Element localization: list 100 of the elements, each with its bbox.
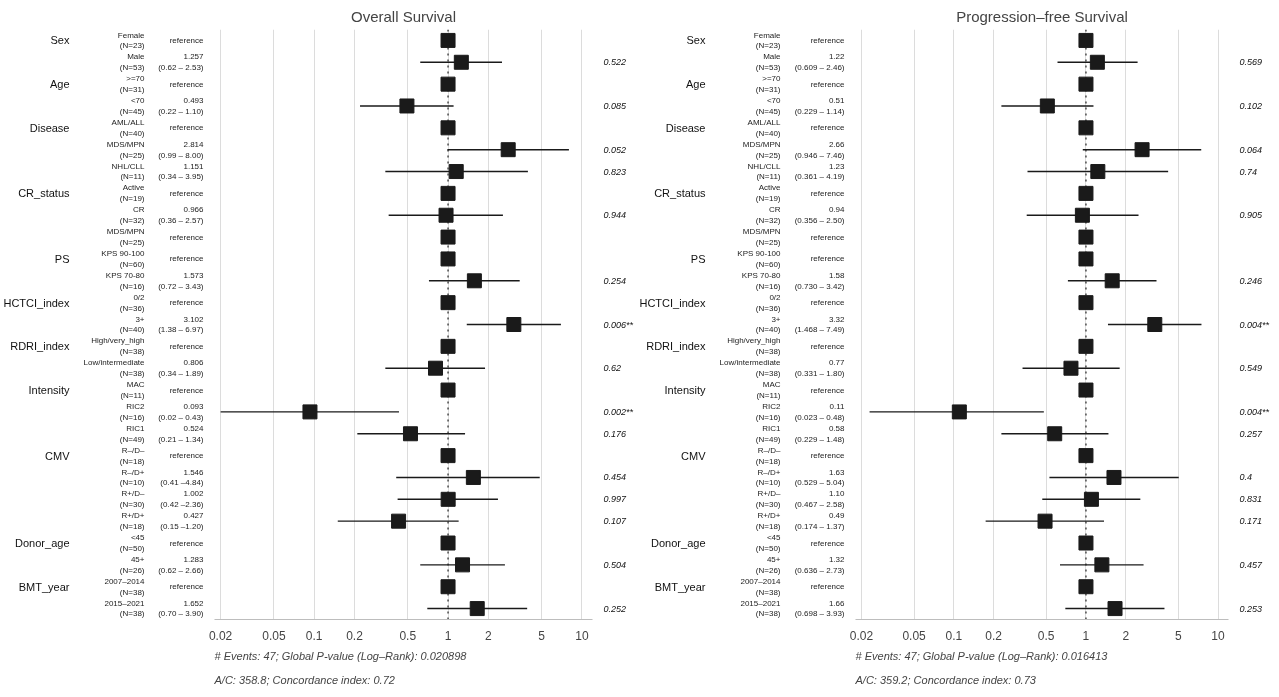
data-label: reference (169, 123, 205, 133)
x-tick-label: 0.2 (346, 628, 364, 643)
data-label: 1.652 (0.70 – 3.90) (158, 598, 205, 619)
y-tick-label: Male (N=53) (119, 52, 146, 73)
y2-tick-label: PS (690, 252, 706, 265)
y-tick-label: MDS/MPN (N=25) (106, 139, 145, 160)
y-tick-label: R–/D– (N=18) (755, 445, 782, 466)
y-tick-label: CR (N=32) (755, 205, 781, 226)
x-tick-label: 0.1 (305, 628, 323, 643)
y-tick-label: AML/ALL (N=40) (111, 117, 146, 138)
text: 0.171 (1239, 516, 1263, 527)
point (440, 535, 456, 551)
y2-tick-label: Donor_age (651, 537, 706, 550)
y-tick-label: MDS/MPN (N=25) (742, 139, 781, 160)
point (440, 382, 456, 398)
data-label: reference (810, 123, 846, 133)
point (440, 579, 456, 595)
text: 0.905 (1239, 210, 1264, 221)
x-tick-label: 2 (485, 628, 492, 643)
data-label: reference (169, 538, 205, 548)
data-label: reference (169, 254, 205, 264)
data-label: reference (169, 298, 205, 308)
text: 0.253 (1239, 603, 1263, 614)
y-tick-label: 2015–2021 (N=38) (104, 598, 146, 619)
text: 0.002** (603, 406, 634, 417)
data-label: reference (169, 385, 205, 395)
x-tick-label: 1 (1082, 628, 1090, 643)
y-tick-label: 3+ (N=40) (119, 314, 145, 335)
point (1078, 448, 1094, 464)
y-tick-label: 2007–2014 (N=38) (740, 576, 782, 597)
data-label: reference (810, 232, 846, 242)
data-label: 0.58 (0.229 – 1.48) (794, 423, 846, 444)
point (440, 491, 456, 507)
data-label: 0.806 (0.34 – 1.89) (158, 358, 205, 379)
point (1078, 32, 1094, 48)
y-tick-label: Male (N=53) (755, 52, 782, 73)
point (448, 164, 464, 180)
y-tick-label: KPS 90-100 (N=60) (101, 249, 146, 269)
data-label: 1.32 (0.636 – 2.73) (794, 554, 846, 575)
point (440, 295, 456, 311)
text: 0.831 (1239, 494, 1263, 505)
y2-tick-label: Disease (29, 121, 70, 134)
data-label: 3.102 (1.38 – 6.97) (158, 314, 205, 335)
text: 0.176 (603, 428, 627, 439)
point (1074, 207, 1090, 223)
x-tick-label: 0.2 (985, 628, 1003, 643)
y-tick-label: KPS 70-80 (N=16) (105, 270, 146, 291)
y-tick-label: NHL/CLL (N=11) (111, 161, 146, 182)
y-tick-label: R–/D+ (N=10) (119, 467, 145, 488)
y2-tick-label: Donor_age (15, 537, 70, 550)
y-tick-label: Low/intermediate (N=38) (719, 358, 782, 379)
data-label: 0.77 (0.331 – 1.80) (794, 358, 846, 379)
data-label: 1.66 (0.698 – 3.93) (794, 598, 846, 619)
y-tick-label: MAC (N=11) (120, 380, 145, 400)
y2-tick-label: Sex (50, 34, 70, 47)
point (440, 448, 456, 464)
data-label: 0.966 (0.36 – 2.57) (158, 205, 205, 226)
x-tick-label: 0.05 (902, 628, 927, 643)
y-tick-label: Female (N=23) (753, 30, 782, 51)
data-label: 1.22 (0.609 – 2.46) (794, 52, 846, 73)
data-label: 1.63 (0.529 – 5.04) (794, 467, 846, 488)
text: 0.569 (1239, 57, 1263, 68)
y-tick-label: High/very_high (N=38) (727, 336, 781, 357)
y2-tick-label: Disease (665, 121, 706, 134)
point (440, 229, 456, 245)
data-label: reference (169, 188, 205, 198)
x-tick-label: 0.02 (208, 628, 233, 643)
data-label: reference (810, 341, 846, 351)
text: 0.107 (603, 516, 628, 527)
y2-tick-label: RDRI_index (646, 340, 706, 353)
x-tick-label: 0.5 (1037, 628, 1055, 643)
point (440, 338, 456, 354)
y-tick-label: MAC (N=11) (756, 380, 781, 400)
point (453, 54, 469, 70)
data-label: reference (169, 35, 205, 45)
y-tick-label: NHL/CLL (N=11) (747, 161, 782, 182)
y2-tick-label: HCTCI_index (3, 296, 70, 309)
text: 0.085 (603, 100, 628, 111)
y-tick-label: 0/2 (N=36) (119, 292, 146, 313)
y2-tick-label: Intensity (664, 384, 706, 397)
data-label: 0.093 (0.02 – 0.43) (158, 402, 205, 422)
text: 0.74 (1239, 166, 1258, 177)
point (1078, 382, 1094, 398)
y-tick-label: R+/D+ (N=18) (119, 511, 145, 532)
y2-tick-label: BMT_year (654, 580, 706, 593)
text: 0.257 (1239, 428, 1264, 439)
point (1094, 557, 1110, 573)
text: 0.004** (1239, 406, 1270, 417)
y-tick-label: CR (N=32) (119, 205, 145, 226)
data-label: reference (169, 341, 205, 351)
x-tick-label: 0.05 (262, 628, 286, 643)
data-label: 0.94 (0.356 – 2.50) (794, 205, 846, 226)
y2-tick-label: Age (49, 78, 70, 91)
y-tick-label: Active (N=19) (119, 183, 146, 204)
point (440, 251, 456, 267)
data-label: reference (810, 582, 846, 592)
point (1104, 273, 1120, 289)
data-label: 0.51 (0.229 – 1.14) (794, 96, 846, 116)
data-label: reference (810, 451, 846, 461)
point (1106, 469, 1122, 485)
